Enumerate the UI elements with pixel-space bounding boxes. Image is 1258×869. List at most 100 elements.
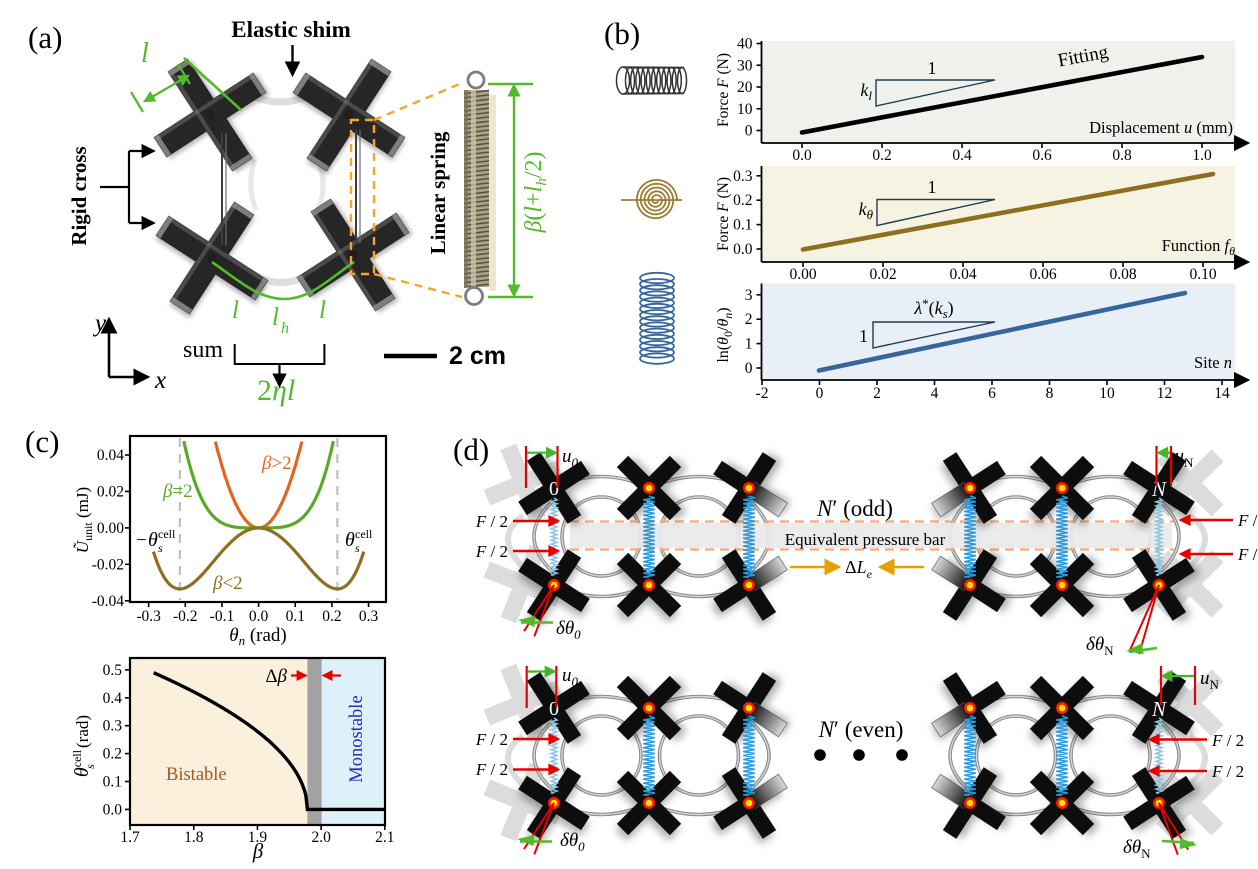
svg-text:N: N	[1151, 477, 1167, 501]
svg-text:-0.04: -0.04	[92, 593, 125, 610]
svg-text:3: 3	[745, 287, 753, 304]
svg-text:0.8: 0.8	[1112, 147, 1132, 164]
svg-text:0.02: 0.02	[97, 483, 124, 500]
svg-text:β>2: β>2	[261, 453, 292, 474]
svg-text:0.1: 0.1	[286, 608, 305, 625]
svg-text:14: 14	[1214, 385, 1230, 402]
svg-text:0.2: 0.2	[733, 192, 752, 209]
svg-text:Force F (N): Force F (N)	[715, 53, 732, 127]
svg-text:(b): (b)	[604, 16, 640, 51]
svg-text:20: 20	[737, 79, 753, 96]
svg-text:-0.2: -0.2	[173, 608, 198, 625]
svg-text:δθ0: δθ0	[556, 618, 581, 642]
svg-text:l: l	[272, 304, 279, 331]
svg-text:h: h	[281, 320, 289, 337]
svg-text:0.3: 0.3	[733, 168, 753, 185]
svg-text:0.1: 0.1	[733, 217, 752, 234]
svg-text:Function fθ: Function fθ	[1162, 236, 1235, 258]
svg-text:λ*(ks): λ*(ks)	[913, 296, 953, 321]
svg-text:uN: uN	[1200, 668, 1220, 692]
svg-text:cell: cell	[158, 527, 176, 541]
svg-text:0.2: 0.2	[872, 147, 891, 164]
svg-text:1: 1	[928, 177, 937, 197]
svg-text:N′ (odd): N′ (odd)	[816, 496, 893, 521]
svg-text:0.1: 0.1	[103, 774, 122, 791]
svg-text:F / 2: F / 2	[475, 730, 508, 749]
svg-text:0.3: 0.3	[359, 608, 379, 625]
svg-text:F / 2: F / 2	[475, 512, 508, 531]
svg-text:Force F (N): Force F (N)	[715, 177, 732, 251]
svg-text:1.9: 1.9	[248, 829, 268, 846]
svg-text:0.02: 0.02	[869, 266, 896, 283]
svg-text:s: s	[158, 541, 163, 555]
svg-text:θcells (rad): θcells (rad)	[70, 715, 97, 777]
svg-text:−: −	[136, 530, 147, 551]
svg-text:δθ0: δθ0	[560, 830, 585, 854]
svg-text:cell: cell	[355, 527, 373, 541]
svg-text:ΔLe: ΔLe	[845, 557, 873, 581]
svg-text:θn (rad): θn (rad)	[229, 625, 287, 648]
svg-text:F / 2: F / 2	[1211, 731, 1244, 750]
svg-text:Elastic shim: Elastic shim	[231, 17, 350, 42]
svg-text:β: β	[252, 839, 264, 863]
svg-text:1.7: 1.7	[120, 829, 140, 846]
svg-text:Site n: Site n	[1194, 353, 1232, 372]
svg-text:0.0: 0.0	[733, 241, 753, 258]
svg-text:0.2: 0.2	[103, 746, 122, 763]
svg-text:u0: u0	[562, 446, 579, 470]
svg-text:θ: θ	[148, 529, 158, 551]
svg-text:(c): (c)	[25, 424, 59, 459]
svg-text:0.3: 0.3	[103, 718, 123, 735]
svg-text:1: 1	[859, 326, 868, 346]
svg-text:Displacement u (mm): Displacement u (mm)	[1089, 118, 1233, 137]
svg-text:2.1: 2.1	[375, 829, 394, 846]
svg-text:δθN: δθN	[1086, 634, 1114, 658]
svg-text:0.0: 0.0	[249, 608, 269, 625]
svg-text:2 cm: 2 cm	[449, 342, 506, 370]
svg-text:6: 6	[988, 385, 996, 402]
svg-text:kθ: kθ	[859, 199, 874, 222]
svg-text:0.6: 0.6	[1032, 147, 1052, 164]
svg-text:0.06: 0.06	[1029, 266, 1056, 283]
svg-text:0.04: 0.04	[949, 266, 976, 283]
svg-text:δθN: δθN	[1123, 837, 1151, 861]
svg-text:1: 1	[745, 336, 753, 353]
svg-text:0.00: 0.00	[789, 266, 816, 283]
svg-text:2ηl: 2ηl	[257, 374, 295, 407]
svg-text:uN: uN	[1175, 446, 1195, 470]
svg-text:F / 2: F / 2	[475, 760, 508, 779]
svg-text:β=2: β=2	[162, 481, 193, 502]
svg-text:12: 12	[1157, 385, 1173, 402]
svg-text:β(l+lh/2): β(l+lh/2)	[521, 151, 550, 233]
svg-text:-0.02: -0.02	[92, 556, 124, 573]
svg-text:F / 2: F / 2	[1237, 545, 1258, 564]
svg-text:kl: kl	[860, 80, 872, 103]
svg-text:0.08: 0.08	[1109, 266, 1136, 283]
svg-text:(a): (a)	[28, 20, 62, 55]
svg-text:2.0: 2.0	[311, 829, 331, 846]
svg-text:θ: θ	[345, 529, 355, 551]
svg-text:N: N	[1151, 697, 1167, 721]
svg-text:β<2: β<2	[212, 573, 243, 594]
svg-text:Ũunit (mJ): Ũunit (mJ)	[73, 487, 95, 553]
svg-text:2: 2	[873, 385, 881, 402]
svg-text:sum: sum	[183, 337, 223, 363]
svg-text:Bistable: Bistable	[166, 765, 227, 785]
svg-text:1.8: 1.8	[184, 829, 204, 846]
svg-text:(d): (d)	[453, 432, 489, 467]
svg-text:Monostable: Monostable	[347, 695, 367, 782]
svg-text:Linear spring: Linear spring	[426, 131, 450, 254]
svg-text:30: 30	[737, 57, 753, 74]
svg-text:-0.1: -0.1	[210, 608, 235, 625]
svg-text:0.4: 0.4	[103, 690, 123, 707]
svg-text:l: l	[141, 38, 149, 69]
svg-text:y: y	[92, 310, 107, 337]
svg-text:40: 40	[737, 36, 753, 53]
svg-text:s: s	[355, 541, 360, 555]
svg-text:0.0: 0.0	[103, 801, 123, 818]
svg-text:1: 1	[928, 58, 937, 78]
svg-text:10: 10	[737, 101, 753, 118]
svg-text:0: 0	[549, 698, 559, 720]
svg-text:l: l	[232, 297, 239, 324]
svg-text:2: 2	[745, 311, 753, 328]
